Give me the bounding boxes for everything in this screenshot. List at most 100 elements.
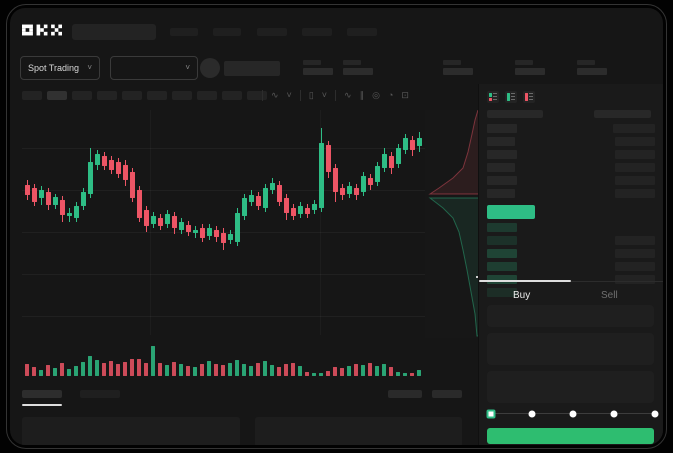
history-table-placeholder bbox=[255, 417, 462, 445]
timeframe-button[interactable] bbox=[247, 91, 267, 100]
icon-line bbox=[511, 99, 515, 100]
bid-row[interactable] bbox=[487, 262, 655, 271]
volume-bar bbox=[389, 367, 393, 376]
candlestick bbox=[186, 225, 191, 232]
candle-type-icon[interactable]: ▯ bbox=[308, 89, 314, 100]
ma-indicator-icon[interactable]: ∿ bbox=[271, 89, 279, 100]
candlestick bbox=[417, 138, 422, 146]
chart-gridline bbox=[22, 148, 425, 149]
orders-action-button[interactable] bbox=[388, 390, 422, 398]
slider-handle[interactable] bbox=[486, 409, 496, 418]
nav-item[interactable] bbox=[257, 28, 287, 36]
nav-item[interactable] bbox=[302, 28, 332, 36]
chart-tools: ∿ ˅ ▯ ˅ ∿ ∥ ◎ ◔ ⊡ bbox=[262, 87, 409, 103]
trading-app-window: Spot Trading ˅ ˅ ∿ ˅ ▯ ˅ ∿ ∥ ◎ ◔ ⊡ bbox=[10, 8, 663, 445]
candlestick bbox=[102, 156, 107, 166]
timer-icon[interactable]: ◔ bbox=[387, 89, 394, 100]
bid-row[interactable] bbox=[487, 275, 655, 284]
candlestick bbox=[410, 140, 415, 150]
volume-bar bbox=[368, 363, 372, 376]
timeframe-button[interactable] bbox=[72, 91, 92, 100]
volume-bar bbox=[60, 363, 64, 376]
depth-bids-area bbox=[428, 197, 482, 337]
slider-stop[interactable] bbox=[569, 410, 577, 417]
timeframe-button[interactable] bbox=[222, 91, 242, 100]
okx-logo[interactable] bbox=[22, 24, 62, 36]
camera-icon[interactable]: ◎ bbox=[372, 89, 380, 100]
tab-sell[interactable]: Sell bbox=[601, 290, 618, 301]
line-chart-icon[interactable]: ∿ bbox=[344, 89, 352, 100]
timeframe-button[interactable] bbox=[97, 91, 117, 100]
ask-row[interactable] bbox=[487, 124, 655, 133]
icon-line bbox=[493, 96, 497, 97]
fullscreen-icon[interactable]: ⊡ bbox=[401, 89, 409, 100]
timeframe-button[interactable] bbox=[147, 91, 167, 100]
candlestick bbox=[123, 165, 128, 180]
volume-bar bbox=[207, 361, 211, 376]
buy-button[interactable] bbox=[487, 428, 654, 444]
orders-table-placeholder bbox=[22, 417, 240, 445]
price-column-header bbox=[487, 110, 543, 118]
depth-chart[interactable] bbox=[425, 110, 482, 338]
orders-tab[interactable] bbox=[80, 390, 120, 398]
bid-row[interactable] bbox=[487, 288, 655, 297]
book-asks-icon[interactable] bbox=[523, 91, 535, 103]
ask-row[interactable] bbox=[487, 189, 655, 198]
orders-tab-active[interactable] bbox=[22, 390, 62, 398]
timeframe-button[interactable] bbox=[197, 91, 217, 100]
toolbar-divider bbox=[262, 89, 263, 101]
volume-bar bbox=[319, 373, 323, 376]
candlestick bbox=[25, 185, 30, 195]
candlestick bbox=[396, 148, 401, 164]
tab-buy[interactable]: Buy bbox=[513, 290, 531, 301]
amount-field[interactable] bbox=[487, 371, 654, 403]
pair-dropdown[interactable]: ˅ bbox=[110, 56, 198, 80]
book-combined-icon[interactable] bbox=[487, 91, 499, 103]
volume-bar bbox=[354, 364, 358, 376]
candlestick bbox=[368, 178, 373, 185]
bid-row[interactable] bbox=[487, 236, 655, 245]
candlestick bbox=[60, 200, 65, 215]
ask-amount-bar bbox=[615, 189, 655, 198]
ask-row[interactable] bbox=[487, 163, 655, 172]
icon-line bbox=[529, 93, 533, 94]
orders-action-button[interactable] bbox=[432, 390, 462, 398]
nav-item[interactable] bbox=[213, 28, 241, 36]
last-price-bar[interactable] bbox=[487, 205, 535, 219]
candlestick bbox=[207, 228, 212, 236]
order-type-field[interactable] bbox=[487, 305, 654, 327]
search-input[interactable] bbox=[72, 24, 156, 40]
ask-row[interactable] bbox=[487, 137, 655, 146]
slider-stop[interactable] bbox=[651, 410, 659, 417]
nav-item[interactable] bbox=[347, 28, 377, 36]
ask-price-bar bbox=[487, 189, 515, 198]
amount-bar bbox=[611, 207, 651, 216]
ask-row[interactable] bbox=[487, 176, 655, 185]
timeframe-button[interactable] bbox=[172, 91, 192, 100]
slider-stop[interactable] bbox=[528, 410, 536, 417]
slider-stop[interactable] bbox=[610, 410, 618, 417]
book-bids-icon[interactable] bbox=[505, 91, 517, 103]
price-field[interactable] bbox=[487, 333, 654, 365]
icon-line bbox=[529, 99, 533, 100]
bid-row[interactable] bbox=[487, 223, 655, 232]
candlestick-chart[interactable] bbox=[22, 110, 425, 335]
timeframe-button-active[interactable] bbox=[47, 91, 67, 100]
market-type-selector[interactable]: Spot Trading ˅ bbox=[20, 56, 100, 80]
nav-item[interactable] bbox=[170, 28, 198, 36]
toolbar-divider bbox=[335, 89, 337, 101]
chevron-down-icon[interactable]: ˅ bbox=[321, 89, 328, 100]
timeframe-button[interactable] bbox=[122, 91, 142, 100]
candlestick bbox=[165, 214, 170, 224]
volume-bar bbox=[193, 367, 197, 376]
volume-bar bbox=[186, 366, 190, 376]
timeframe-button[interactable] bbox=[22, 91, 42, 100]
bid-row[interactable] bbox=[487, 249, 655, 258]
ask-row[interactable] bbox=[487, 150, 655, 159]
volume-bar bbox=[361, 365, 365, 376]
chevron-down-icon[interactable]: ˅ bbox=[286, 89, 292, 100]
bid-price-bar bbox=[487, 223, 517, 232]
volume-bar bbox=[284, 364, 288, 376]
compare-icon[interactable]: ∥ bbox=[359, 89, 365, 100]
